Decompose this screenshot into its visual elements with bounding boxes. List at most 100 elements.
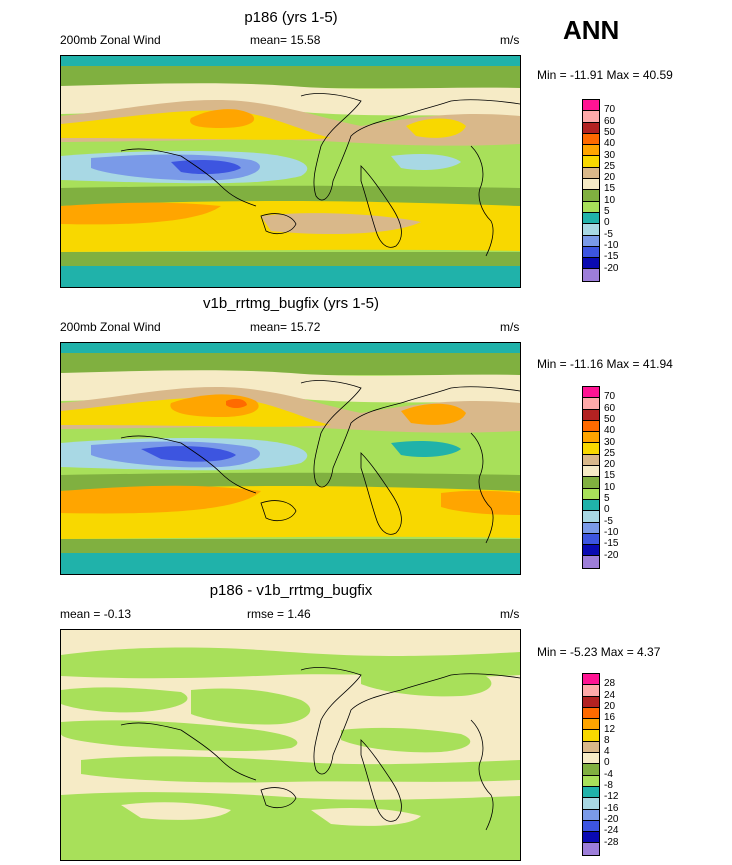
panel3-colorbar-label: 24 — [604, 689, 616, 701]
panel3-colorbar-box — [583, 786, 599, 799]
panel1-colorbar-box — [583, 156, 599, 168]
panel3-colorbar-label: -4 — [604, 768, 613, 780]
panel2-colorbar-label: -5 — [604, 515, 613, 527]
panel3-colorbar-label: -28 — [604, 836, 619, 848]
panel1-map — [60, 55, 521, 288]
panel2-colorbar-label: 15 — [604, 470, 616, 482]
panel1-colorbar-box — [583, 100, 599, 112]
panel3-colorbar-label: -24 — [604, 825, 619, 837]
panel1-colorbar-label: -5 — [604, 228, 613, 240]
panel1-colorbar-box — [583, 145, 599, 157]
panel3-colorbar-label: 8 — [604, 734, 610, 746]
panel2-colorbar-box — [583, 432, 599, 444]
panel1-colorbar-label: -20 — [604, 262, 619, 274]
panel3-colorbar-box — [583, 809, 599, 821]
panel2-colorbar — [582, 386, 600, 569]
panel3-colorbar-box — [583, 832, 599, 844]
panel1-colorbar-box — [583, 201, 599, 213]
panel1-colorbar-label: 0 — [604, 217, 610, 229]
panel1-colorbar-label: 30 — [604, 149, 616, 161]
panel3-colorbar — [582, 673, 600, 856]
panel1-colorbar-box — [583, 212, 599, 225]
panel1-colorbar-box — [583, 246, 599, 259]
panel1-colorbar-box — [583, 167, 599, 180]
panel1-colorbar-label: -10 — [604, 239, 619, 251]
panel1-colorbar-label: 10 — [604, 194, 616, 206]
panel1-colorbar-label: 40 — [604, 138, 616, 150]
panel1-colorbar-label: -15 — [604, 251, 619, 263]
panel3-title: p186 - v1b_rrtmg_bugfix — [209, 582, 373, 599]
panel1-colorbar-label: 5 — [604, 206, 610, 217]
panel2-colorbar-box — [583, 387, 599, 399]
panel2-map — [60, 342, 521, 575]
panel3-colorbar-label: -12 — [604, 791, 619, 803]
panel3-colorbar-box — [583, 674, 599, 686]
panel3-colorbar-box — [583, 719, 599, 731]
panel2-field-label: 200mb Zonal Wind — [60, 320, 161, 334]
panel3-colorbar-label: -16 — [604, 802, 619, 814]
panel2-colorbar-label: -15 — [604, 538, 619, 550]
panel3-colorbar-box — [583, 764, 599, 776]
panel1-field-label: 200mb Zonal Wind — [60, 33, 161, 47]
panel1-minmax: Min = -11.91 Max = 40.59 — [537, 68, 673, 82]
panel3-units-label: m/s — [500, 607, 520, 621]
panel3-minmax: Min = -5.23 Max = 4.37 — [537, 645, 661, 659]
panel2-colorbar-box — [583, 420, 599, 433]
panel2-colorbar-label: 60 — [604, 402, 616, 414]
panel1-colorbar-box — [583, 235, 599, 247]
panel2-colorbar-box — [583, 556, 599, 568]
panel3-colorbar-label: 0 — [604, 757, 610, 769]
panel2-title: v1b_rrtmg_bugfix (yrs 1-5) — [203, 295, 379, 312]
panel2-colorbar-container: 70 60 50 40 30 25 20 15 10 5 0 -5 -10 -15 -20 — [582, 386, 618, 569]
panel1-colorbar-box — [583, 122, 599, 134]
panel2-minmax: Min = -11.16 Max = 41.94 — [537, 357, 673, 371]
panel3-colorbar-box — [583, 730, 599, 742]
panel2-colorbar-box — [583, 398, 599, 410]
panel2-colorbar-box — [583, 533, 599, 546]
panel1-colorbar-label: 60 — [604, 115, 616, 127]
panel3-colorbar-label: -20 — [604, 813, 619, 825]
panel3-colorbar-box — [583, 685, 599, 697]
panel2-colorbar-label: 70 — [604, 391, 616, 403]
panel1-colorbar-box — [583, 179, 599, 191]
panel3-mean-label: mean = -0.13 — [60, 607, 132, 621]
panel3-colorbar-box — [583, 775, 599, 787]
panel1-colorbar-label: 20 — [604, 172, 616, 184]
panel2-colorbar-box — [583, 511, 599, 523]
panel2-colorbar-box — [583, 443, 599, 455]
panel2-colorbar-box — [583, 466, 599, 478]
panel1-colorbar-label: 15 — [604, 183, 616, 195]
panel3-colorbar-box — [583, 741, 599, 754]
panel1-colorbar-container: 70 60 50 40 30 25 20 15 10 5 0 -5 -10 -15 -20 — [582, 99, 618, 282]
panel2-colorbar-box — [583, 454, 599, 467]
panel1-colorbar-box — [583, 111, 599, 123]
panel1-colorbar-box — [583, 133, 599, 146]
panel1-colorbar-box — [583, 269, 599, 281]
panel2-colorbar-label: 0 — [604, 504, 610, 516]
panel2-colorbar-label: -10 — [604, 526, 619, 538]
panel1-colorbar-label: 25 — [604, 160, 616, 172]
panel1-colorbar-label: 70 — [604, 104, 616, 116]
panel3-colorbar-box — [583, 753, 599, 765]
panel2-units-label: m/s — [500, 320, 520, 334]
panel1-colorbar-label: 50 — [604, 126, 616, 138]
panel3-colorbar-box — [583, 707, 599, 720]
panel3-colorbar-box — [583, 820, 599, 833]
panel3-colorbar-label: 4 — [604, 746, 610, 758]
season-label: ANN — [563, 15, 620, 45]
panel3-colorbar-label: 12 — [604, 723, 616, 735]
panel1-mean-label: mean= 15.58 — [250, 33, 321, 47]
panel2-colorbar-label: 50 — [604, 413, 616, 425]
panel3-colorbar-label: 28 — [604, 678, 616, 690]
panel3-colorbar-label: -8 — [604, 780, 613, 791]
panel2-colorbar-label: -20 — [604, 549, 619, 561]
panel2-colorbar-label: 25 — [604, 447, 616, 459]
panel2-colorbar-box — [583, 545, 599, 557]
panel3-colorbar-label: 16 — [604, 712, 616, 724]
panel2-colorbar-label: 20 — [604, 459, 616, 471]
panel3-rmse-label: rmse = 1.46 — [247, 607, 311, 621]
panel2-mean-label: mean= 15.72 — [250, 320, 321, 334]
panel3-colorbar-box — [583, 843, 599, 855]
panel2-colorbar-box — [583, 488, 599, 500]
panel2-colorbar-label: 10 — [604, 481, 616, 493]
